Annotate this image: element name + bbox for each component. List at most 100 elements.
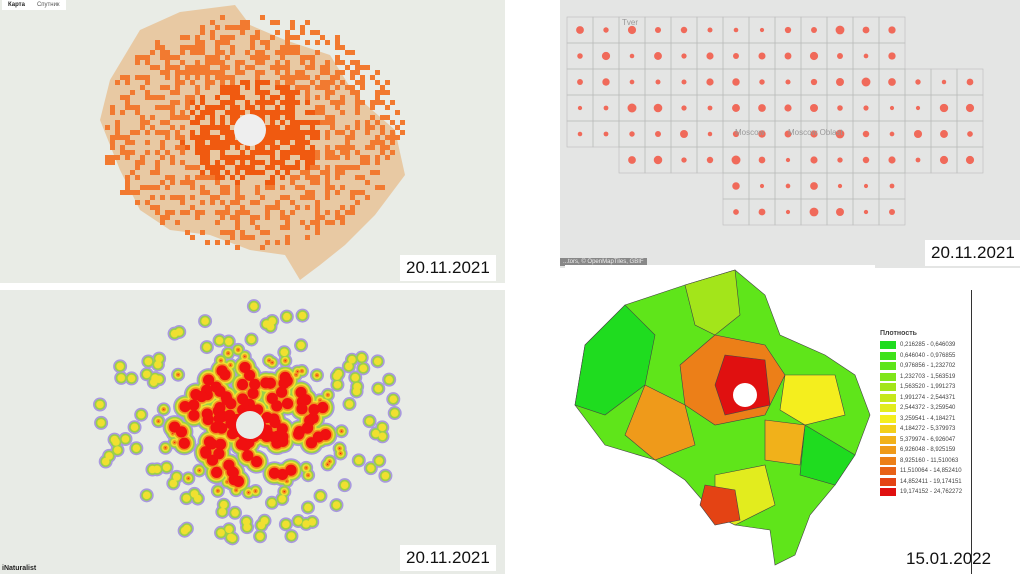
tab-satellite[interactable]: Спутник: [36, 2, 60, 8]
occurrence-dot[interactable]: [913, 129, 923, 139]
occurrence-dot[interactable]: [706, 78, 714, 86]
occurrence-dot[interactable]: [576, 26, 584, 34]
occurrence-dot[interactable]: [706, 52, 714, 60]
occurrence-dot[interactable]: [863, 105, 869, 111]
occurrence-dot[interactable]: [784, 26, 792, 34]
occurrence-dot[interactable]: [680, 26, 688, 34]
occurrence-dot[interactable]: [810, 182, 818, 190]
occurrence-dot[interactable]: [681, 79, 687, 85]
occurrence-dot[interactable]: [785, 183, 791, 189]
occurrence-dot[interactable]: [654, 52, 662, 60]
occurrence-dot[interactable]: [863, 183, 869, 189]
occurrence-dot[interactable]: [784, 52, 792, 60]
occurrence-dot[interactable]: [758, 104, 766, 112]
occurrence-dot[interactable]: [758, 156, 766, 164]
occurrence-dot[interactable]: [862, 130, 870, 138]
occurrence-dot[interactable]: [889, 183, 895, 189]
occurrence-dot[interactable]: [653, 103, 663, 113]
occurrence-dot[interactable]: [681, 157, 687, 163]
occurrence-dot[interactable]: [602, 78, 610, 86]
occurrence-dot[interactable]: [863, 209, 869, 215]
occurrence-dot[interactable]: [810, 130, 818, 138]
occurrence-dot[interactable]: [577, 79, 583, 85]
occurrence-dot[interactable]: [888, 78, 896, 86]
occurrence-dot[interactable]: [809, 103, 819, 113]
occurrence-dot[interactable]: [915, 79, 921, 85]
choropleth-map[interactable]: [565, 265, 875, 570]
occurrence-dot[interactable]: [627, 103, 637, 113]
occurrence-dot[interactable]: [939, 103, 949, 113]
occurrence-dot[interactable]: [785, 79, 791, 85]
occurrence-dot[interactable]: [837, 183, 843, 189]
occurrence-dot[interactable]: [966, 78, 974, 86]
occurrence-dot[interactable]: [785, 157, 791, 163]
occurrence-dot[interactable]: [811, 27, 817, 33]
occurrence-dot[interactable]: [707, 131, 713, 137]
occurrence-dot[interactable]: [967, 131, 973, 137]
occurrence-dot[interactable]: [601, 51, 611, 61]
occurrence-dot[interactable]: [837, 105, 843, 111]
occurrence-dot[interactable]: [577, 105, 583, 111]
occurrence-dot[interactable]: [681, 105, 687, 111]
tab-map[interactable]: Карта: [8, 2, 25, 8]
occurrence-dot[interactable]: [758, 130, 766, 138]
occurrence-dot[interactable]: [577, 53, 583, 59]
occurrence-dot[interactable]: [837, 53, 843, 59]
occurrence-dot[interactable]: [758, 208, 766, 216]
occurrence-dot[interactable]: [706, 156, 714, 164]
occurrence-dot[interactable]: [681, 53, 687, 59]
occurrence-dot[interactable]: [888, 26, 896, 34]
occurrence-dot[interactable]: [732, 130, 740, 138]
occurrence-dot[interactable]: [837, 157, 843, 163]
occurrence-dot[interactable]: [732, 182, 740, 190]
occurrence-dot[interactable]: [861, 77, 871, 87]
occurrence-dot[interactable]: [733, 27, 739, 33]
occurrence-dot[interactable]: [629, 131, 635, 137]
occurrence-dot[interactable]: [707, 27, 713, 33]
map-attribution[interactable]: ...tors, © OpenMapTiles, GBIF: [560, 258, 647, 266]
occurrence-dot[interactable]: [862, 26, 870, 34]
occurrence-dot[interactable]: [915, 157, 921, 163]
occurrence-dot[interactable]: [941, 79, 947, 85]
occurrence-dot[interactable]: [629, 79, 635, 85]
occurrence-dot[interactable]: [603, 131, 609, 137]
occurrence-dot[interactable]: [889, 105, 895, 111]
occurrence-dot[interactable]: [628, 156, 636, 164]
heatmap[interactable]: iNaturalist 20.11.2021: [0, 290, 505, 574]
occurrence-dot[interactable]: [732, 104, 740, 112]
occurrence-dot[interactable]: [733, 53, 739, 59]
occurrence-dot[interactable]: [603, 27, 609, 33]
occurrence-dot[interactable]: [653, 155, 663, 165]
occurrence-dot[interactable]: [940, 130, 948, 138]
grid-density-map[interactable]: Карта Спутник 20.11.2021: [0, 0, 505, 283]
occurrence-dot[interactable]: [758, 52, 766, 60]
occurrence-dot[interactable]: [888, 52, 896, 60]
occurrence-dot[interactable]: [965, 103, 975, 113]
occurrence-dot[interactable]: [810, 78, 818, 86]
occurrence-dot[interactable]: [655, 79, 661, 85]
occurrence-dot[interactable]: [732, 78, 740, 86]
occurrence-dot[interactable]: [835, 25, 845, 35]
occurrence-dot[interactable]: [889, 131, 895, 137]
occurrence-dot[interactable]: [707, 105, 713, 111]
occurrence-dot[interactable]: [654, 26, 662, 34]
occurrence-dot[interactable]: [759, 79, 765, 85]
occurrence-dot[interactable]: [888, 156, 896, 164]
occurrence-dot[interactable]: [654, 130, 662, 138]
occurrence-dot[interactable]: [915, 105, 921, 111]
occurrence-dot[interactable]: [627, 25, 637, 35]
occurrence-dot[interactable]: [836, 208, 844, 216]
occurrence-dot[interactable]: [784, 104, 792, 112]
occurrence-dot[interactable]: [759, 183, 765, 189]
occurrence-dot[interactable]: [888, 208, 896, 216]
occurrence-dot[interactable]: [731, 155, 741, 165]
occurrence-dot[interactable]: [577, 131, 583, 137]
occurrence-dot[interactable]: [784, 130, 792, 138]
occurrence-dot[interactable]: [785, 209, 791, 215]
occurrence-dot[interactable]: [836, 78, 844, 86]
occurrence-dot[interactable]: [809, 207, 819, 217]
occurrence-dot[interactable]: [733, 209, 739, 215]
gbif-grid-map[interactable]: Tver Moscow Moscow Oblast ...tors, © Ope…: [560, 0, 1020, 268]
occurrence-dot[interactable]: [862, 156, 870, 164]
occurrence-dot[interactable]: [809, 51, 819, 61]
